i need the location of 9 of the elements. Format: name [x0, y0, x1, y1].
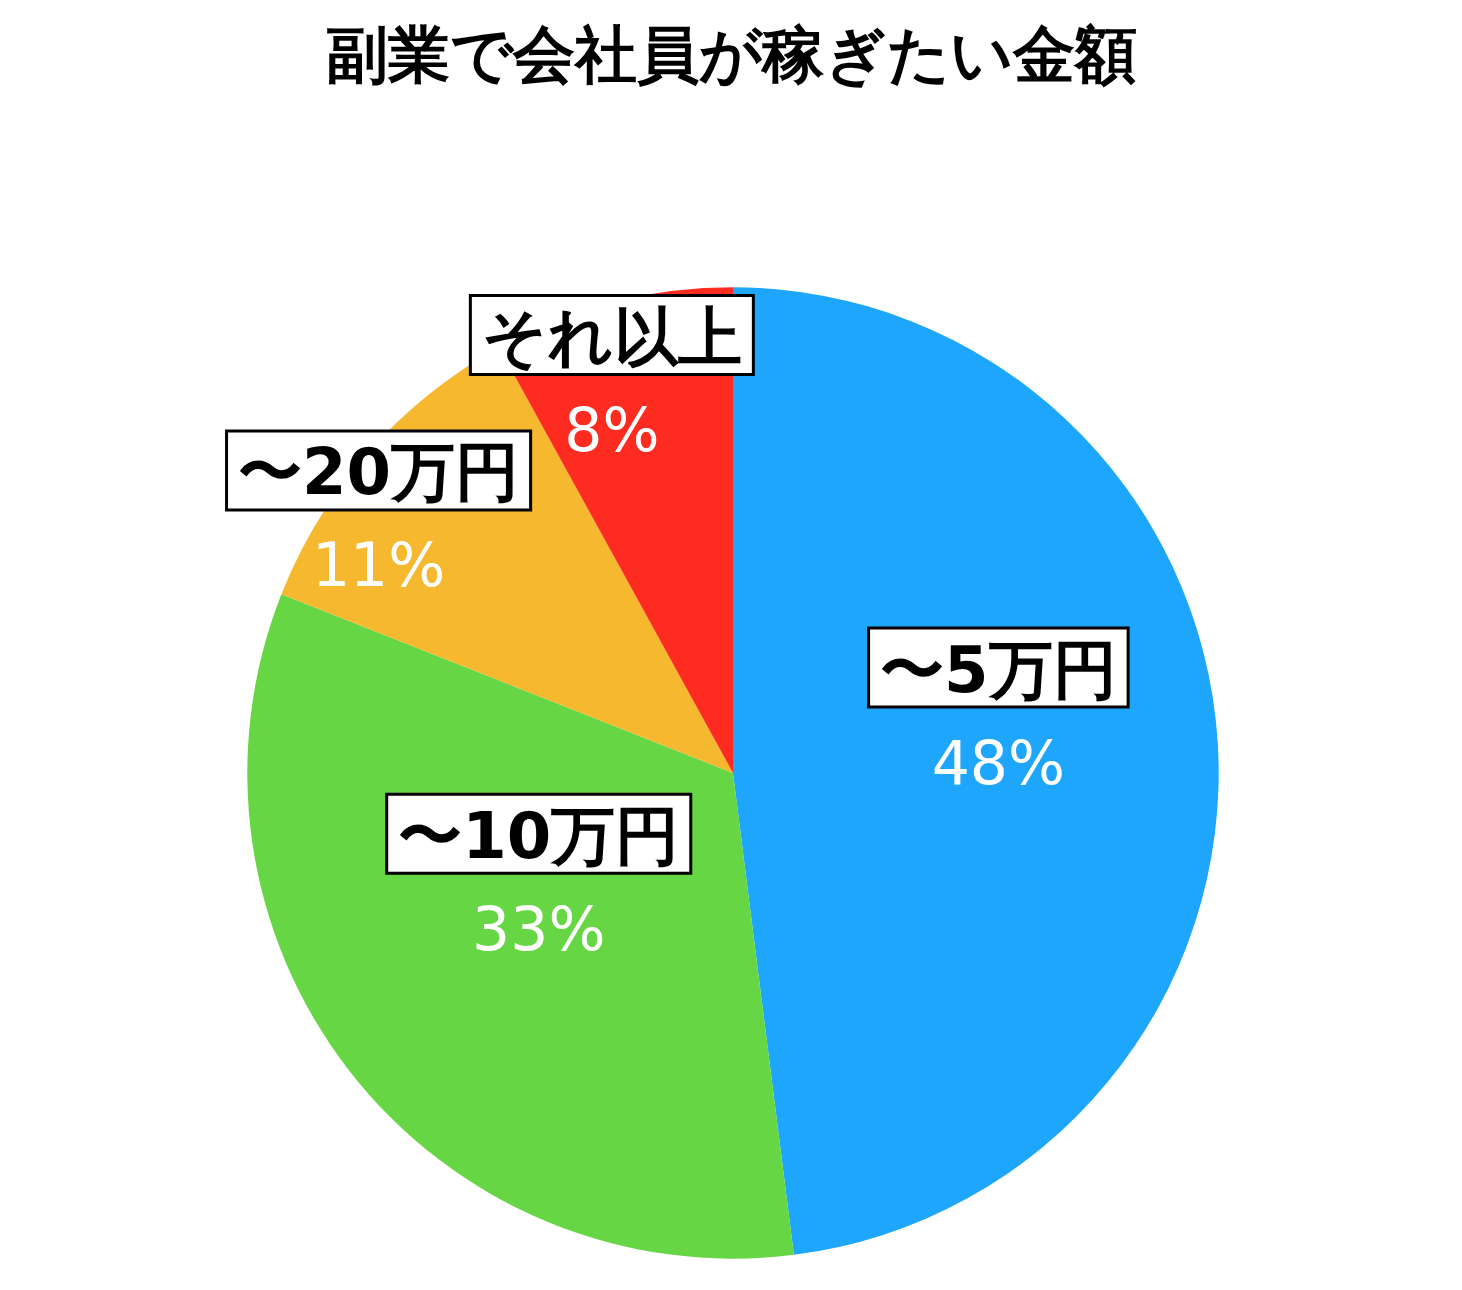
data-label: 48% — [931, 727, 1066, 798]
slice-label: 〜20万円 — [238, 435, 520, 510]
data-label: 8% — [564, 394, 660, 465]
chart-title: 副業で会社員が稼ぎたい金額 — [325, 17, 1137, 91]
slice-label: それ以上 — [481, 299, 742, 374]
data-label: 33% — [472, 893, 606, 964]
slice-label: 〜10万円 — [398, 798, 680, 873]
slice-label: 〜5万円 — [880, 632, 1117, 707]
data-label: 11% — [311, 530, 446, 601]
